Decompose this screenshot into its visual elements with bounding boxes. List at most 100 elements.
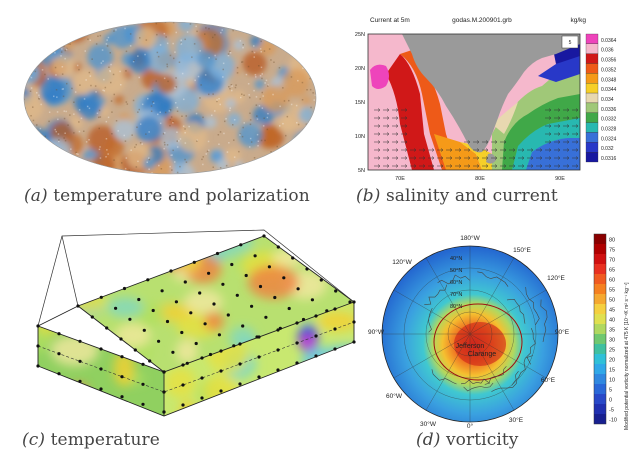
panel-d-colorbar-swatch: [594, 344, 606, 354]
panel-b-colorbar-tick: 0.0328: [601, 126, 617, 132]
panel-d-colorbar-swatch: [594, 384, 606, 394]
panel-b-colorbar-swatch: [585, 53, 599, 64]
panel-b-lat-tick: 25N: [355, 32, 365, 38]
panel-d-lat-label: 50°N: [450, 268, 462, 274]
panel-d-colorbar-tick: 30: [609, 338, 615, 344]
panel-b-title-left: Current at 5m: [370, 17, 410, 24]
panel-b-colorbar-tick: 0.0336: [601, 107, 617, 113]
panel-d-colorbar-label: Modified potential vorticity normalized …: [624, 282, 630, 430]
panel-d-colorbar-swatch: [594, 244, 606, 254]
panel-b-map: 5: [367, 33, 581, 171]
panel-d-colorbar-swatch: [594, 234, 606, 244]
panel-b-colorbar-swatch: [585, 63, 599, 74]
panel-d-colorbar-tick: 70: [609, 258, 615, 264]
panel-b-colorbar-swatch: [585, 43, 599, 54]
panel-d-colorbar-swatch: [594, 264, 606, 274]
panel-b-colorbar-swatch: [585, 33, 599, 44]
panel-d-colorbar-tick: 60: [609, 278, 615, 284]
panel-d-colorbar-tick: 55: [609, 288, 615, 294]
panel-d-colorbar-tick: 65: [609, 268, 615, 274]
caption-a: (a) temperature and polarization: [24, 186, 310, 206]
panel-d-colorbar-swatch: [594, 274, 606, 284]
panel-d-lon-label: 180°W: [460, 234, 480, 242]
panel-b-lon-tick: 70E: [395, 176, 405, 182]
panel-d-colorbar-tick: 50: [609, 298, 615, 304]
panel-d-center-label-2: Clarange: [468, 351, 497, 358]
panel-d-colorbar-tick: -10: [609, 418, 617, 424]
panel-d-colorbar-swatch: [594, 394, 606, 404]
panel-b-lon-ticks: 70E 80E 90E: [395, 176, 565, 182]
caption-d: (d) vorticity: [416, 430, 519, 450]
panel-d-colorbar-swatch: [594, 294, 606, 304]
panel-d-lon-label: 90°E: [555, 328, 570, 336]
panel-d-colorbar-tick: 35: [609, 328, 615, 334]
panel-d-colorbar-tick: 80: [609, 238, 615, 244]
panel-d-lat-label: 80°N: [450, 304, 462, 310]
panel-d-lon-label: 30°W: [420, 420, 437, 428]
panel-b-salinity-map: Current at 5m godas.M.200901.grb kg/kg: [355, 17, 617, 182]
panel-b-lat-tick: 10N: [355, 134, 365, 140]
panel-b-colorbar-tick: 0.0344: [601, 87, 617, 93]
panel-b-lat-tick: 5N: [358, 168, 365, 174]
panel-d-colorbar-tick: 25: [609, 348, 615, 354]
panel-b-colorbar-swatch: [585, 112, 599, 123]
panel-d-colorbar-swatch: [594, 284, 606, 294]
panel-d-colorbar-tick: 40: [609, 318, 615, 324]
panel-d-lat-label: 40°N: [450, 256, 462, 262]
panel-b-colorbar-tick: 0.0316: [601, 156, 617, 162]
panel-b-colorbar-swatch: [585, 73, 599, 84]
panel-b-colorbar-tick: 0.032: [601, 146, 614, 152]
panel-b-units: kg/kg: [570, 17, 586, 24]
panel-d-center-label: Jefferson: [456, 343, 485, 350]
panel-b-colorbar-tick: 0.034: [601, 97, 614, 103]
panel-d-colorbar-swatch: [594, 324, 606, 334]
panel-b-colorbar-tick: 0.0348: [601, 77, 617, 83]
panel-d-axis-labels: 180°W 150°E 120°W 90°W 60°W 30°W 0° 30°E 60°E 120…: [368, 234, 570, 430]
panel-b-colorbar-swatch: [585, 83, 599, 94]
panel-d-colorbar-tick: 10: [609, 378, 615, 384]
panel-b-colorbar-tick: 0.0364: [601, 38, 617, 44]
panel-b-title-center: godas.M.200901.grb: [452, 17, 512, 24]
panel-d-colorbar-swatch: [594, 334, 606, 344]
panel-b-colorbar-swatch: [585, 102, 599, 113]
panel-d-colorbar-tick: 5: [609, 388, 612, 394]
panel-d-colorbar-tick: 45: [609, 308, 615, 314]
panel-b-colorbar-swatch: [585, 142, 599, 153]
caption-b: (b) salinity and current: [356, 186, 558, 206]
panel-b-colorbar-tick: 0.036: [601, 48, 614, 54]
panel-d-colorbar-swatch: [594, 364, 606, 374]
panel-b-lat-ticks: 25N 20N 15N 10N 5N: [355, 32, 365, 174]
panel-d-colorbar-swatch: [594, 254, 606, 264]
panel-d-colorbar-tick: 0: [609, 398, 612, 404]
panel-d-colorbar-tick: 15: [609, 368, 615, 374]
panel-d-colorbar-tick: -5: [609, 408, 614, 414]
panel-d-lon-label: 120°W: [392, 258, 412, 266]
panel-b-colorbar-tick: 0.0352: [601, 67, 617, 73]
panel-d-lon-label: 90°W: [368, 328, 385, 336]
panel-d-polar-vorticity-map: Jefferson Clarange 180°W 150°E 120°W 90°W 60…: [368, 233, 630, 430]
panel-d-lon-label: 60°W: [386, 392, 403, 400]
panel-d-lat-label: 60°N: [450, 280, 462, 286]
panel-d-colorbar-tick: 75: [609, 248, 615, 254]
panel-b-colorbar-tick: 0.0356: [601, 58, 617, 64]
panel-b-colorbar-swatch: [585, 152, 599, 163]
panel-b-colorbar-swatch: [585, 122, 599, 133]
panel-d-lon-label: 120°E: [547, 274, 565, 282]
panel-d-lon-label: 150°E: [513, 246, 531, 254]
panel-d-colorbar-swatch: [594, 374, 606, 384]
panel-b-lon-tick: 80E: [475, 176, 485, 182]
panel-d-lon-label: 0°: [467, 422, 474, 430]
panel-d-lat-label: 70°N: [450, 292, 462, 298]
panel-c-sensor-points: [36, 234, 356, 414]
panel-b-colorbar-swatch: [585, 92, 599, 104]
panel-d-colorbar-swatch: [594, 354, 606, 364]
panel-d-colorbar-swatch: [594, 404, 606, 414]
panel-a-mollweide-map: [23, 21, 317, 175]
panel-b-lat-tick: 15N: [355, 100, 365, 106]
panel-d-colorbar-tick: 20: [609, 358, 615, 364]
panel-d-colorbar-swatch: [594, 304, 606, 314]
panel-b-lon-tick: 90E: [555, 176, 565, 182]
panel-d-lon-label: 60°E: [541, 376, 556, 384]
panel-b-colorbar-swatch: [585, 132, 599, 143]
